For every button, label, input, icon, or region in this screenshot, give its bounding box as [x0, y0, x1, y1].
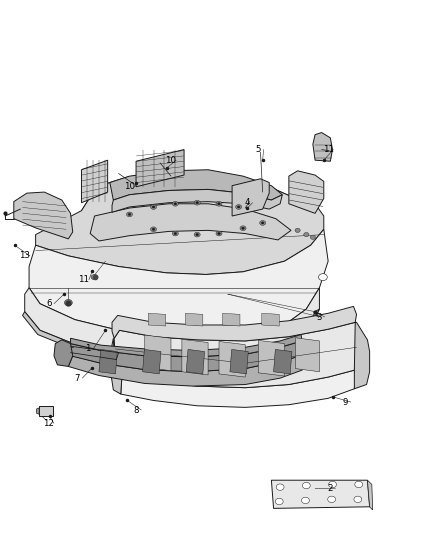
- Ellipse shape: [127, 212, 133, 217]
- Text: 10: 10: [166, 156, 177, 165]
- Ellipse shape: [64, 300, 72, 306]
- Ellipse shape: [318, 273, 327, 280]
- Ellipse shape: [237, 206, 240, 208]
- Polygon shape: [112, 189, 283, 212]
- Polygon shape: [71, 341, 302, 372]
- Polygon shape: [186, 350, 205, 374]
- Polygon shape: [112, 306, 357, 341]
- Polygon shape: [258, 341, 285, 376]
- Text: 2: 2: [328, 483, 333, 492]
- Polygon shape: [81, 160, 108, 203]
- Polygon shape: [230, 350, 248, 374]
- Polygon shape: [54, 340, 73, 367]
- Polygon shape: [22, 309, 319, 368]
- Ellipse shape: [328, 496, 336, 503]
- Polygon shape: [219, 342, 245, 377]
- Polygon shape: [143, 350, 161, 374]
- Ellipse shape: [276, 498, 283, 505]
- Polygon shape: [136, 150, 184, 187]
- Polygon shape: [148, 313, 166, 326]
- Ellipse shape: [260, 221, 266, 225]
- Ellipse shape: [295, 228, 300, 232]
- Ellipse shape: [152, 228, 155, 230]
- Polygon shape: [182, 340, 208, 375]
- Ellipse shape: [172, 231, 178, 236]
- Polygon shape: [121, 370, 357, 407]
- Ellipse shape: [196, 233, 198, 236]
- Ellipse shape: [218, 232, 220, 235]
- Text: 9: 9: [343, 398, 348, 407]
- Text: 10: 10: [124, 182, 135, 191]
- Ellipse shape: [172, 201, 178, 206]
- Polygon shape: [110, 169, 283, 200]
- Text: 4: 4: [245, 198, 250, 207]
- Ellipse shape: [276, 484, 284, 490]
- Polygon shape: [313, 133, 332, 161]
- Text: 13: 13: [19, 252, 30, 260]
- Text: 7: 7: [74, 374, 80, 383]
- Ellipse shape: [194, 232, 200, 237]
- Polygon shape: [111, 338, 122, 394]
- Text: 6: 6: [46, 299, 52, 308]
- Text: 3: 3: [317, 312, 322, 321]
- Polygon shape: [274, 350, 292, 374]
- Polygon shape: [289, 171, 324, 213]
- Ellipse shape: [354, 496, 362, 503]
- Ellipse shape: [236, 205, 242, 209]
- Polygon shape: [68, 356, 304, 386]
- Ellipse shape: [174, 232, 177, 235]
- Text: 11: 11: [323, 145, 334, 154]
- Ellipse shape: [150, 227, 156, 232]
- Polygon shape: [71, 335, 302, 357]
- Text: 8: 8: [133, 406, 139, 415]
- Ellipse shape: [150, 205, 156, 209]
- Text: 5: 5: [255, 145, 261, 154]
- Ellipse shape: [301, 497, 309, 504]
- Polygon shape: [35, 171, 324, 274]
- Ellipse shape: [242, 227, 244, 229]
- Polygon shape: [25, 288, 319, 365]
- Polygon shape: [232, 179, 269, 216]
- Ellipse shape: [302, 482, 310, 489]
- Polygon shape: [36, 408, 39, 414]
- Ellipse shape: [355, 481, 363, 488]
- Polygon shape: [81, 171, 297, 235]
- Ellipse shape: [261, 222, 264, 224]
- Polygon shape: [114, 322, 359, 387]
- Ellipse shape: [196, 201, 198, 204]
- Polygon shape: [223, 313, 240, 326]
- Ellipse shape: [152, 206, 155, 208]
- Polygon shape: [367, 480, 373, 510]
- Ellipse shape: [216, 201, 222, 206]
- Text: 1: 1: [85, 344, 91, 353]
- Ellipse shape: [216, 231, 222, 236]
- Polygon shape: [90, 204, 291, 241]
- Polygon shape: [29, 229, 328, 340]
- Ellipse shape: [304, 232, 309, 237]
- Ellipse shape: [91, 274, 98, 280]
- Polygon shape: [185, 313, 203, 326]
- Polygon shape: [39, 406, 53, 416]
- Polygon shape: [262, 313, 279, 326]
- Ellipse shape: [128, 213, 131, 215]
- Ellipse shape: [194, 200, 200, 205]
- Polygon shape: [272, 480, 370, 508]
- Ellipse shape: [240, 226, 246, 231]
- Text: 11: 11: [78, 275, 89, 284]
- Polygon shape: [354, 322, 370, 389]
- Polygon shape: [99, 350, 117, 374]
- Polygon shape: [295, 338, 319, 372]
- Text: 12: 12: [43, 419, 54, 428]
- Ellipse shape: [328, 481, 336, 488]
- Ellipse shape: [174, 203, 177, 205]
- Polygon shape: [14, 192, 73, 239]
- Ellipse shape: [218, 203, 220, 205]
- Ellipse shape: [310, 235, 315, 239]
- Polygon shape: [145, 335, 171, 370]
